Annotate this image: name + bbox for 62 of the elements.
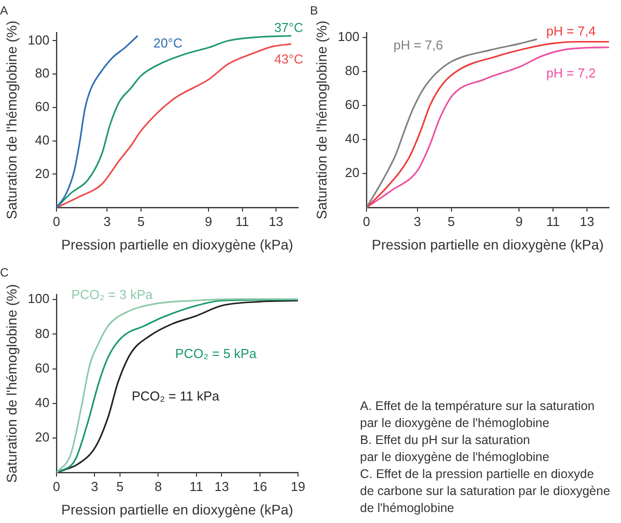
series-label: pH = 7,6 (393, 37, 443, 52)
text: par le dioxygène de l'hémoglobine (360, 415, 550, 432)
y-tick-label: 80 (345, 63, 360, 78)
x-tick-label: 13 (580, 214, 594, 229)
y-tick-label: 80 (35, 66, 50, 81)
text: B. Effet du pH sur la saturation (360, 432, 532, 449)
series-label: pH = 7,4 (546, 23, 596, 38)
x-tick-label: 8 (154, 478, 162, 494)
y-tick-label: 60 (345, 97, 360, 112)
series-label: PCO₂ = 3 kPa (71, 287, 154, 302)
y-tick-label: 100 (28, 291, 50, 306)
series-label: pH = 7,2 (546, 66, 596, 81)
chart-title: B (310, 4, 318, 18)
text: par le dioxygène de l'hémoglobine (360, 449, 550, 466)
y-tick-label: 20 (345, 165, 360, 180)
x-tick-label: 11 (190, 478, 204, 494)
chart-title: A (0, 4, 8, 18)
y-tick-label: 100 (28, 32, 50, 48)
series-label: 43°C (274, 52, 304, 66)
x-tick-label: 3 (91, 478, 98, 494)
y-axis-title: Saturation de l'hémoglobine (%) (313, 20, 330, 220)
y-tick-label: 20 (35, 430, 50, 445)
x-tick-label: 0 (362, 214, 370, 229)
y-tick-label: 40 (35, 394, 50, 410)
text: A. Effet de la température sur la saturation (360, 398, 596, 415)
x-tick-label: 9 (516, 214, 523, 229)
chart-title: C (0, 266, 9, 280)
text: C. Effet de la pression partielle en dioxyde (360, 466, 595, 483)
x-axis-title: Pression partielle en dioxygène (kPa) (372, 236, 604, 252)
line-series (366, 38, 538, 208)
x-tick-label: 3 (104, 214, 111, 229)
x-tick-label: 11 (546, 214, 560, 229)
x-axis-title: Pression partielle en dioxygène (kPa) (61, 236, 294, 252)
text: PCO₂ = 5 kPa (175, 346, 258, 361)
y-tick-label: 80 (35, 326, 50, 341)
series-label: 37°C (274, 20, 304, 35)
x-tick-label: 19 (290, 478, 306, 494)
y-tick-label: 100 (338, 29, 360, 44)
x-tick-label: 9 (204, 214, 212, 229)
text: de l'hémoglobine (360, 500, 456, 517)
x-tick-label: 5 (116, 478, 124, 494)
series-label: PCO₂ = 11 kPa (132, 388, 220, 404)
x-tick-label: 11 (236, 214, 250, 229)
y-tick-label: 20 (35, 166, 50, 181)
y-tick-label: 60 (35, 99, 50, 114)
y-tick-label: 60 (35, 360, 50, 376)
x-tick-label: 0 (52, 478, 60, 494)
series-label: 20°C (153, 36, 182, 51)
y-tick-label: 40 (35, 132, 50, 148)
x-tick-label: 13 (214, 478, 229, 494)
y-tick-label: 40 (345, 131, 360, 146)
x-tick-label: 3 (414, 214, 421, 229)
y-axis-title: Saturation de l'hémoglobine (%) (3, 20, 20, 220)
x-tick-label: 0 (52, 214, 60, 229)
x-axis-title: Pression partielle en dioxygène (kPa) (61, 501, 294, 518)
line-series (56, 34, 139, 208)
x-tick-label: 16 (252, 478, 268, 494)
x-tick-label: 13 (268, 214, 284, 229)
y-axis-title: Saturation de l'hémoglobine (%) (3, 284, 20, 483)
x-tick-label: 5 (448, 214, 455, 229)
text: de carbone sur la saturation par le dioxygène (360, 483, 612, 500)
x-tick-label: 5 (137, 214, 145, 229)
